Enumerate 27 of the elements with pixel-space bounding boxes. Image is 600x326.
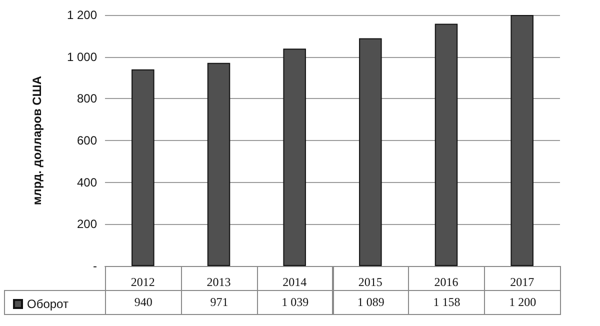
- y-tick-label: 200: [76, 217, 98, 232]
- x-tick-label: 2016: [434, 275, 458, 289]
- data-label: 1 158: [408, 290, 486, 315]
- x-tick-label: 2017: [510, 275, 534, 289]
- bar: [132, 69, 154, 266]
- y-tick-label: 1 200: [66, 8, 98, 22]
- bar: [283, 48, 306, 266]
- x-tick-label: 2014: [282, 275, 307, 289]
- bar: [207, 62, 230, 266]
- data-label: 1 089: [332, 290, 410, 315]
- y-tick-label: -: [93, 259, 97, 273]
- y-axis-title: млрд. долларов США: [30, 76, 44, 206]
- x-tick-label: 2012: [130, 275, 155, 289]
- bar: [434, 24, 458, 266]
- legend-label: Оборот: [27, 297, 69, 311]
- data-label: 940: [105, 290, 182, 315]
- y-tick-label: 600: [76, 134, 98, 148]
- y-tick-label: 1 000: [66, 50, 98, 64]
- bar: [510, 15, 534, 266]
- x-tick-label: 2013: [206, 275, 231, 289]
- data-label: 1 200: [484, 290, 561, 315]
- y-tick-label: 800: [76, 92, 98, 106]
- x-tick-label: 2015: [358, 275, 382, 289]
- y-tick-label: 400: [76, 175, 98, 190]
- data-label: 1 039: [256, 290, 334, 315]
- data-label: 971: [180, 290, 258, 315]
- bar: [359, 38, 382, 266]
